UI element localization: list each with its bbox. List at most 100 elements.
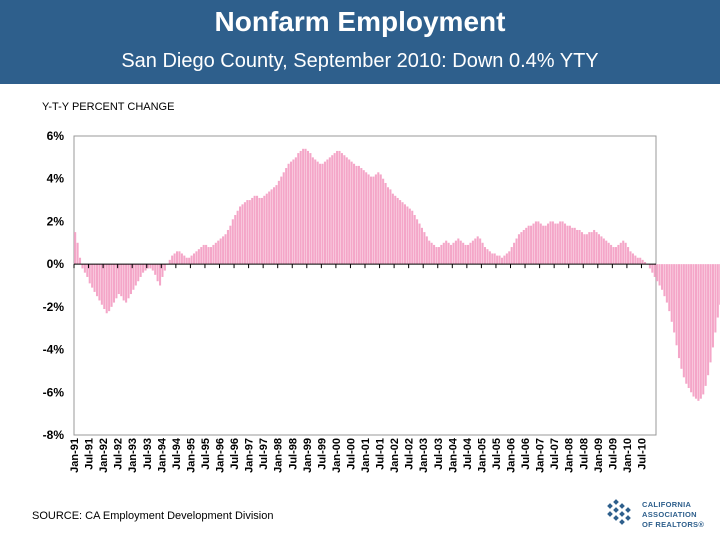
bar [236, 210, 239, 265]
bar [110, 264, 113, 307]
bar [357, 165, 360, 265]
bar [248, 200, 251, 265]
bar [81, 264, 84, 269]
bar [76, 242, 79, 265]
bar [690, 264, 693, 393]
bar [682, 264, 685, 378]
bar [86, 264, 89, 277]
bar [668, 264, 671, 312]
bar [79, 257, 82, 265]
x-tick-label: Jul-01 [375, 438, 387, 470]
bar [120, 264, 123, 297]
bar [270, 189, 273, 265]
bar [486, 249, 489, 265]
bar [573, 227, 576, 265]
bar [673, 264, 676, 333]
bar [183, 255, 186, 265]
bar [168, 259, 171, 265]
bar [367, 174, 370, 265]
bar [433, 244, 436, 265]
bar [382, 178, 385, 265]
bar [420, 227, 423, 265]
bar [384, 182, 387, 265]
bar [418, 223, 421, 265]
bar [704, 264, 707, 386]
bar [467, 244, 470, 265]
bar [139, 264, 142, 277]
bar [413, 215, 416, 265]
bar [224, 234, 227, 265]
x-tick-label: Jan-01 [360, 438, 372, 473]
bar [685, 264, 688, 384]
bar [663, 264, 666, 297]
bar [239, 206, 242, 265]
bar [520, 232, 523, 265]
x-tick-label: Jan-00 [331, 438, 343, 473]
bar [580, 232, 584, 265]
bar [619, 242, 622, 265]
bar [607, 242, 610, 265]
bar [343, 155, 346, 265]
x-tick-label: Jul-94 [171, 437, 183, 470]
bar [195, 251, 198, 265]
bar [556, 223, 559, 265]
bar [707, 264, 710, 376]
bar [498, 255, 501, 265]
bar [151, 264, 154, 271]
bar [513, 242, 516, 265]
x-tick-label: Jul-08 [578, 438, 590, 470]
bar [653, 264, 656, 277]
bar [83, 264, 86, 273]
x-tick-label: Jan-93 [127, 438, 139, 473]
bar [648, 264, 651, 269]
bar [331, 155, 334, 265]
bar [386, 187, 390, 265]
bar [192, 253, 196, 265]
y-tick-label: -6% [43, 385, 65, 399]
bar [241, 204, 244, 265]
bar [394, 195, 397, 265]
bar [588, 232, 591, 265]
bar [476, 236, 479, 265]
bar [253, 195, 256, 265]
x-tick-label: Jul-00 [345, 438, 357, 470]
bar [273, 187, 276, 265]
bar [471, 240, 474, 265]
y-tick-label: 4% [47, 172, 65, 186]
y-axis-label: Y-T-Y PERCENT CHANGE [42, 101, 174, 113]
bar [457, 238, 460, 265]
x-tick-label: Jul-09 [607, 438, 619, 470]
y-tick-label: -8% [43, 428, 65, 442]
x-tick-label: Jul-93 [142, 438, 154, 470]
bar [593, 229, 596, 265]
bar [474, 238, 477, 265]
bar [302, 148, 305, 265]
bar [219, 238, 222, 265]
bar [515, 238, 518, 265]
bar [231, 219, 234, 265]
bar [711, 264, 714, 348]
bar [454, 240, 457, 265]
x-tick-label: Jan-08 [564, 438, 576, 473]
bar [328, 157, 331, 265]
bar [115, 264, 118, 299]
bar [285, 168, 288, 265]
bar [644, 262, 647, 265]
bar [268, 191, 271, 265]
bar [583, 234, 586, 265]
bar [627, 247, 630, 265]
bar [379, 174, 382, 265]
bar [256, 195, 259, 265]
bar [651, 264, 654, 273]
bar [336, 150, 339, 265]
bar [88, 264, 91, 284]
bar [319, 163, 322, 265]
bar [134, 264, 137, 286]
bar [129, 264, 132, 295]
source-note: SOURCE: CA Employment Development Divisi… [32, 510, 274, 522]
bar [542, 225, 545, 265]
bar [391, 193, 394, 265]
bar [202, 244, 205, 265]
bar [416, 219, 419, 265]
bar [537, 221, 540, 265]
